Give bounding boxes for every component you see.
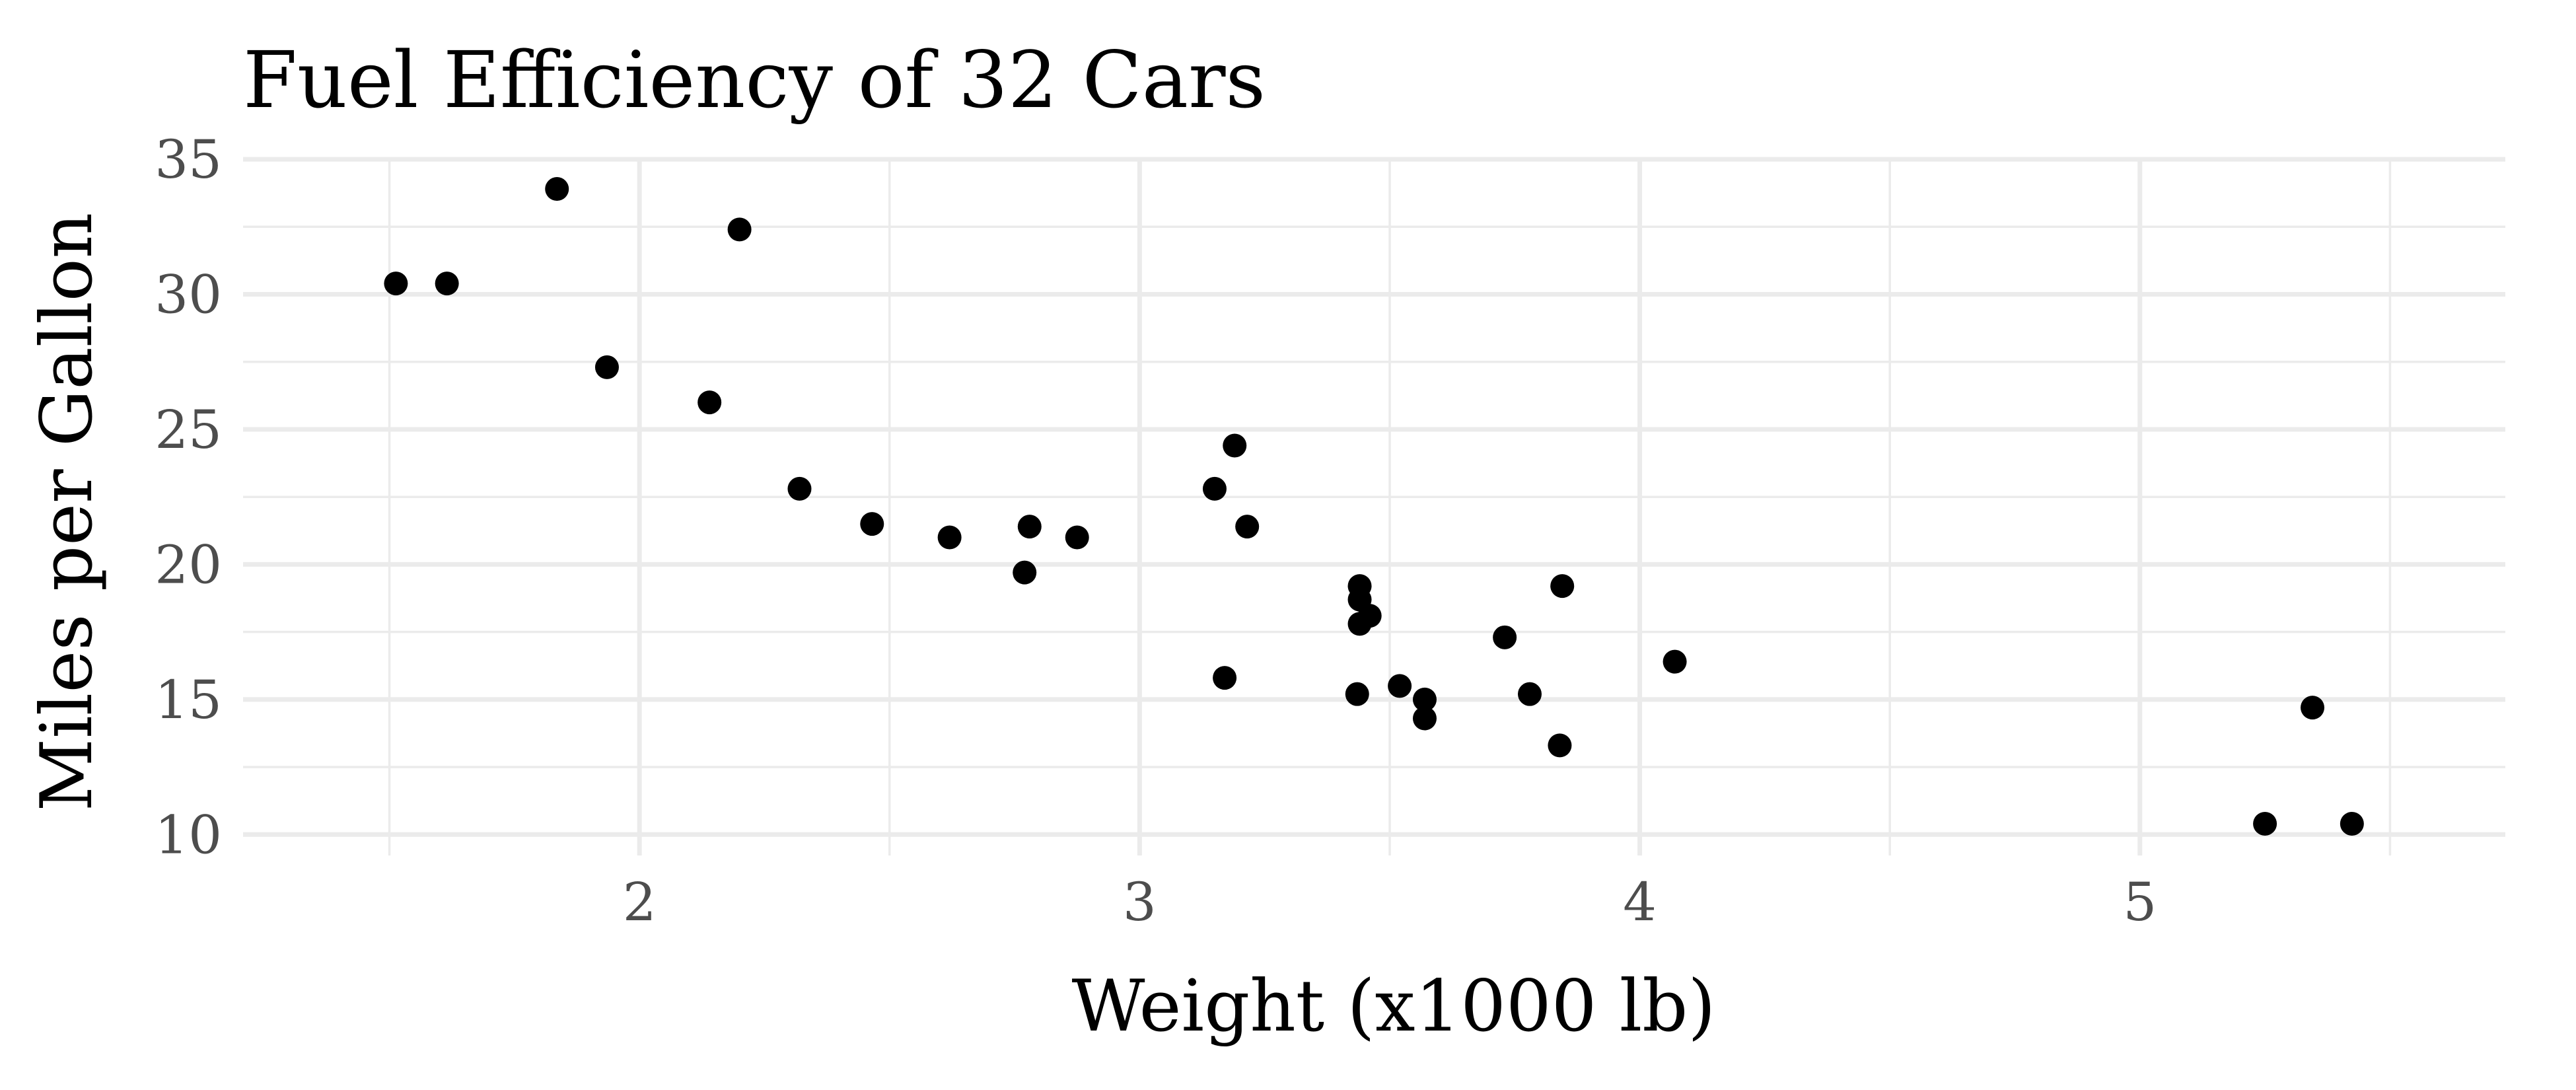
data-point [1345,682,1369,706]
data-point [860,512,884,536]
data-point [1235,515,1260,539]
data-point [1550,574,1575,599]
plot-grid [243,157,2505,855]
data-point [1013,560,1037,585]
data-point [2253,811,2277,836]
x-tick-label: 2 [623,871,657,933]
data-point [727,217,752,242]
chart-title: Fuel Efficiency of 32 Cars [243,34,1266,126]
data-point [1412,687,1437,711]
data-point [1412,706,1437,731]
data-point [787,476,812,501]
data-point [1223,433,1247,458]
data-point [594,355,619,379]
data-point [1347,574,1372,599]
y-tick-label: 25 [155,399,222,460]
data-point [1388,674,1412,698]
x-tick-label: 4 [1623,871,1657,933]
y-axis-title: Miles per Gallon [26,213,108,812]
y-axis-ticks: 10 15 20 25 30 35 [155,129,222,865]
data-point [698,390,722,415]
data-point [1017,515,1042,539]
data-point [1548,733,1572,758]
y-tick-label: 15 [155,669,222,731]
data-point [1663,649,1687,674]
y-tick-label: 20 [155,534,222,595]
x-axis-title: Weight (x1000 lb) [1071,965,1715,1048]
data-point [1202,476,1227,501]
data-point [435,272,459,296]
data-point [1493,625,1517,649]
data-points [384,177,2364,836]
y-tick-label: 30 [155,264,222,326]
data-point [937,525,962,550]
data-point [2340,811,2364,836]
x-axis-ticks: 2 3 4 5 [623,871,2157,933]
x-tick-label: 3 [1123,871,1157,933]
data-point [1347,612,1372,636]
data-point [1213,666,1237,690]
data-point [545,177,569,201]
data-point [384,272,408,296]
data-point [1517,682,1542,706]
y-tick-label: 35 [155,129,222,190]
x-tick-label: 5 [2123,871,2157,933]
y-tick-label: 10 [155,804,222,865]
data-point [2301,696,2325,720]
data-point [1065,525,1089,550]
